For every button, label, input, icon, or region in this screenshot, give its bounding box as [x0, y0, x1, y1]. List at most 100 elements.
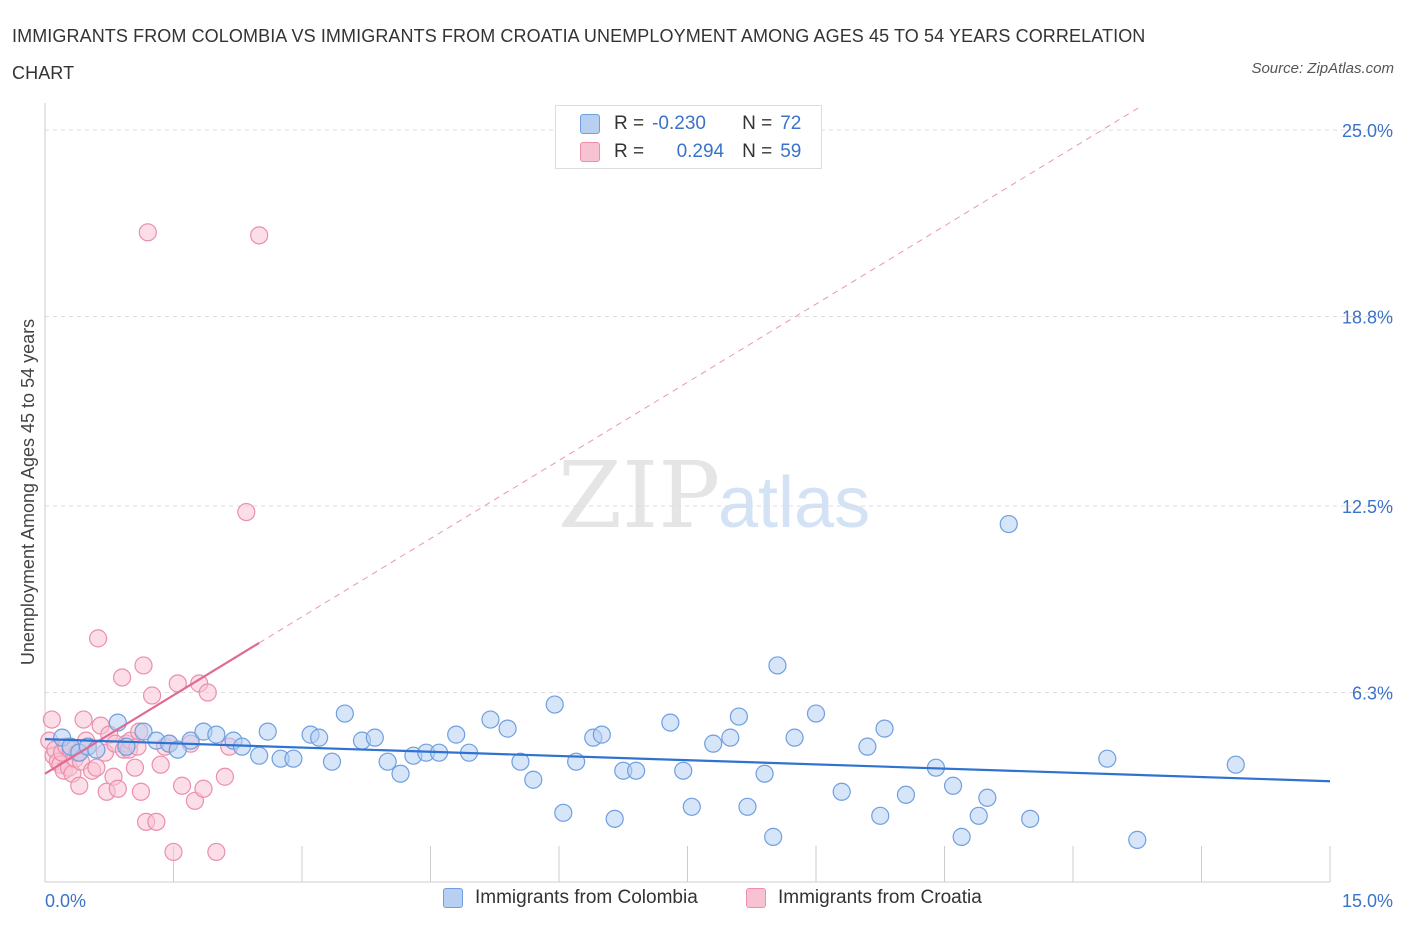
colombia-point [310, 728, 329, 747]
colombia-point [896, 785, 916, 804]
colombia-point [969, 806, 988, 825]
colombia-point [592, 725, 611, 744]
colombia-point [978, 788, 997, 807]
colombia-point [378, 752, 397, 771]
source-label: Source: ZipAtlas.com [1251, 60, 1394, 77]
colombia-point [258, 722, 277, 741]
croatia-point [134, 656, 153, 675]
colombia-point [481, 710, 500, 729]
croatia-point [131, 782, 151, 801]
croatia-swatch [580, 142, 600, 162]
colombia-point [682, 797, 701, 816]
colombia-swatch [580, 114, 600, 134]
colombia-point [1226, 755, 1245, 774]
watermark-atlas: atlas [718, 463, 870, 543]
croatia-point [207, 842, 226, 862]
colombia-point [1098, 749, 1117, 768]
colombia-point [250, 746, 269, 765]
colombia-r-value: -0.230 [652, 113, 706, 134]
croatia-point [125, 758, 145, 777]
croatia-point [194, 779, 213, 798]
croatia-point [198, 683, 217, 702]
colombia-point [545, 695, 564, 714]
colombia-point [832, 782, 851, 801]
y-tick-label: 12.5% [1342, 497, 1393, 517]
colombia-point [447, 725, 466, 744]
n-label: N = [742, 113, 773, 134]
colombia-point [952, 827, 971, 846]
colombia-point [785, 728, 804, 747]
croatia-point [74, 710, 93, 729]
r-label: R = [614, 141, 645, 162]
legend-row-colombia: R = -0.230 N = 72 [580, 110, 801, 138]
colombia-point [768, 656, 787, 675]
colombia-point [626, 761, 646, 780]
chart-title: IMMIGRANTS FROM COLOMBIA VS IMMIGRANTS F… [12, 26, 1146, 83]
n-label: N = [742, 141, 773, 162]
croatia-trend-line [44, 641, 260, 775]
x-tick-label-max: 15.0% [1342, 891, 1393, 911]
colombia-point [729, 707, 749, 726]
correlation-legend: R = -0.230 N = 72 R = 0.294 N = 59 [555, 105, 822, 169]
colombia-point [134, 722, 153, 741]
colombia-point [871, 806, 890, 825]
colombia-point [764, 827, 783, 846]
croatia-trend-extension [258, 105, 1142, 644]
colombia-point [605, 809, 624, 828]
colombia-n-value: 72 [780, 113, 802, 134]
croatia-point [108, 779, 127, 798]
colombia-point [999, 514, 1018, 534]
colombia-point [391, 764, 410, 783]
colombia-point [524, 770, 543, 789]
colombia-point [806, 704, 826, 723]
colombia-point [498, 719, 517, 738]
y-tick-label: 18.8% [1342, 308, 1393, 328]
croatia-point [151, 755, 170, 774]
croatia-point [70, 776, 89, 795]
colombia-point [704, 734, 723, 753]
grid-lines [45, 129, 1395, 694]
croatia-point [250, 226, 269, 245]
data-points [40, 223, 1245, 862]
legend-item-colombia[interactable]: Immigrants from Colombia [443, 887, 698, 909]
croatia-point [237, 502, 256, 522]
colombia-trend-line [44, 738, 1331, 783]
watermark-zip: ZIP [558, 442, 720, 549]
croatia-legend-swatch [746, 888, 766, 908]
colombia-point [284, 749, 303, 768]
r-label: R = [614, 113, 645, 134]
legend-item-croatia[interactable]: Immigrants from Croatia [746, 887, 982, 909]
croatia-point [164, 842, 183, 862]
croatia-legend-label: Immigrants from Croatia [778, 887, 982, 908]
colombia-point [554, 803, 573, 822]
colombia-point [738, 797, 757, 816]
colombia-point [674, 761, 693, 780]
croatia-r-value: 0.294 [676, 141, 725, 162]
croatia-point [87, 758, 106, 777]
x-tick-label-min: 0.0% [45, 891, 86, 911]
colombia-point [168, 740, 187, 759]
colombia-point [661, 713, 680, 732]
colombia-point [511, 752, 530, 771]
colombia-point [322, 752, 342, 771]
colombia-point [1021, 809, 1040, 828]
croatia-point [138, 223, 157, 242]
colombia-point [365, 728, 384, 747]
colombia-point [755, 764, 774, 783]
colombia-point [1128, 830, 1147, 849]
colombia-point [207, 725, 226, 744]
colombia-legend-label: Immigrants from Colombia [475, 887, 698, 908]
legend-row-croatia: R = 0.294 N = 59 [580, 138, 801, 166]
croatia-point [112, 668, 132, 687]
croatia-point [89, 629, 108, 648]
colombia-point [943, 776, 963, 795]
croatia-point [42, 710, 61, 729]
croatia-point [215, 767, 234, 786]
trend-lines [44, 105, 1331, 783]
y-tick-label: 25.0% [1342, 121, 1393, 141]
colombia-point [721, 728, 740, 747]
y-axis-title: Unemployment Among Ages 45 to 54 years [18, 319, 38, 665]
colombia-legend-swatch [443, 888, 463, 908]
colombia-point [875, 719, 894, 738]
